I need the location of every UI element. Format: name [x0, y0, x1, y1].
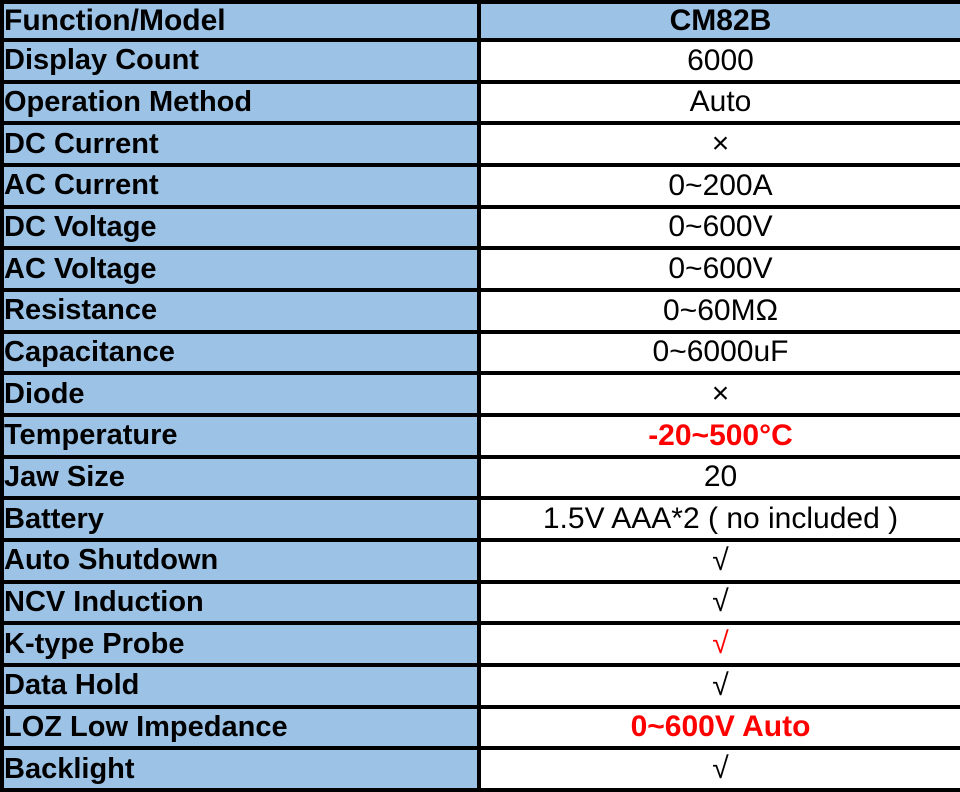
table-row: Data Hold √ — [0, 662, 960, 709]
row-label: Display Count — [0, 38, 481, 84]
table-row: Display Count 6000 — [0, 38, 960, 84]
row-label: Auto Shutdown — [0, 537, 481, 584]
row-label: Resistance — [0, 287, 481, 334]
table-row: Operation Method Auto — [0, 79, 960, 126]
row-label: Temperature — [0, 412, 481, 459]
row-label: LOZ Low Impedance — [0, 704, 481, 751]
table-row: Auto Shutdown √ — [0, 537, 960, 584]
header-function-model: Function/Model — [0, 0, 481, 42]
table-row: Temperature -20~500°C — [0, 412, 960, 459]
row-value: √ — [477, 537, 960, 584]
row-value: 20 — [477, 454, 960, 501]
row-label: Diode — [0, 371, 481, 417]
row-label: DC Current — [0, 121, 481, 167]
row-value: √ — [477, 579, 960, 626]
row-value: 1.5V AAA*2 ( no included ) — [477, 496, 960, 542]
row-value: 0~600V — [477, 246, 960, 292]
row-label: AC Current — [0, 162, 481, 209]
row-label: DC Voltage — [0, 204, 481, 251]
row-value: 0~600V Auto — [477, 704, 960, 751]
row-label: AC Voltage — [0, 246, 481, 292]
table-row: Jaw Size 20 — [0, 454, 960, 501]
row-value: 6000 — [477, 38, 960, 84]
table-row: AC Voltage 0~600V — [0, 246, 960, 292]
table-row: Backlight √ — [0, 746, 960, 792]
row-value: 0~60MΩ — [477, 287, 960, 334]
table-row: K-type Probe √ — [0, 621, 960, 667]
row-value: × — [477, 121, 960, 167]
table-row: Resistance 0~60MΩ — [0, 287, 960, 334]
row-value: 0~200A — [477, 162, 960, 209]
table-header-row: Function/Model CM82B — [0, 0, 960, 42]
row-value: -20~500°C — [477, 412, 960, 459]
table-row: LOZ Low Impedance 0~600V Auto — [0, 704, 960, 751]
row-label: Jaw Size — [0, 454, 481, 501]
row-label: Operation Method — [0, 79, 481, 126]
row-label: Backlight — [0, 746, 481, 792]
row-label: K-type Probe — [0, 621, 481, 667]
row-value: √ — [477, 662, 960, 709]
row-label: Capacitance — [0, 329, 481, 376]
header-model-name: CM82B — [477, 0, 960, 42]
row-value: × — [477, 371, 960, 417]
table-row: Diode × — [0, 371, 960, 417]
row-value: 0~6000uF — [477, 329, 960, 376]
row-label: Battery — [0, 496, 481, 542]
table-row: DC Current × — [0, 121, 960, 167]
row-value: √ — [477, 746, 960, 792]
table-row: DC Voltage 0~600V — [0, 204, 960, 251]
table-row: NCV Induction √ — [0, 579, 960, 626]
table-row: Battery 1.5V AAA*2 ( no included ) — [0, 496, 960, 542]
row-label: Data Hold — [0, 662, 481, 709]
row-value: √ — [477, 621, 960, 667]
table-row: AC Current 0~200A — [0, 162, 960, 209]
row-value: Auto — [477, 79, 960, 126]
row-value: 0~600V — [477, 204, 960, 251]
row-label: NCV Induction — [0, 579, 481, 626]
table-row: Capacitance 0~6000uF — [0, 329, 960, 376]
